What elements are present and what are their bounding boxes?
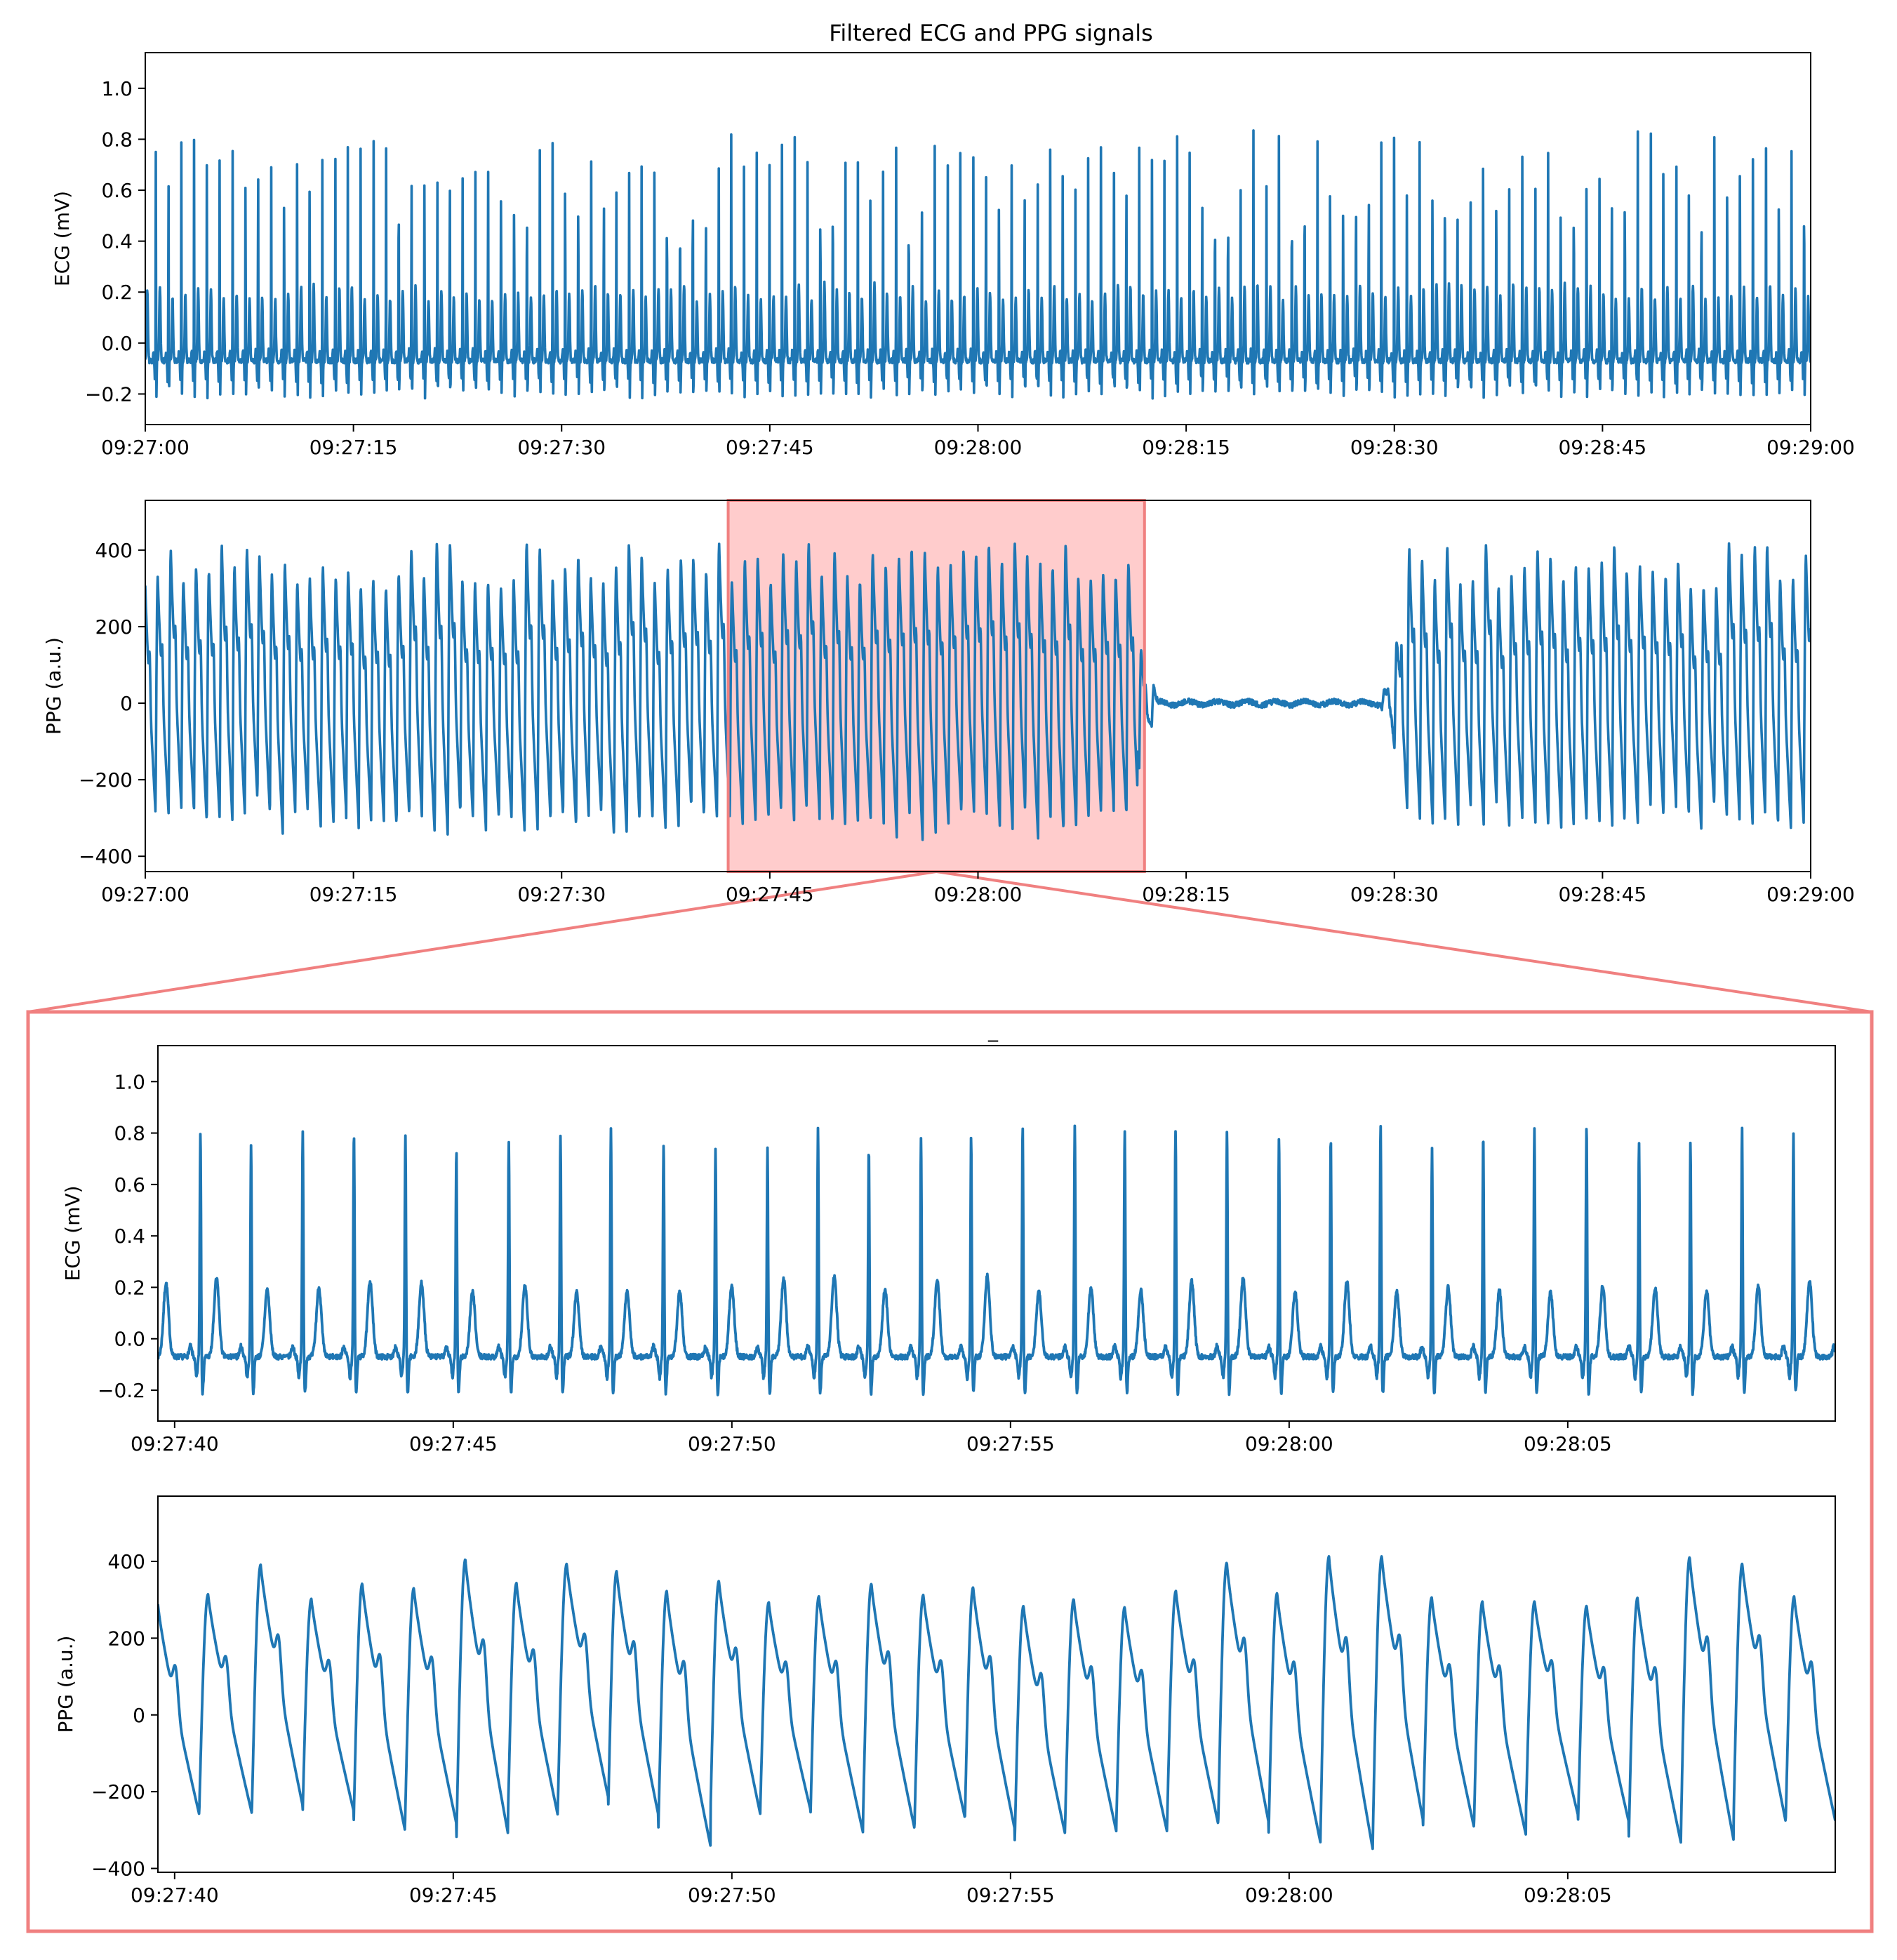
x-tick-label: 09:27:45 — [409, 1884, 498, 1907]
y-tick-label: 200 — [95, 615, 133, 639]
x-tick-label: 09:27:45 — [726, 436, 814, 459]
x-tick-label: 09:27:30 — [517, 883, 606, 906]
axes-frame — [157, 1495, 1836, 1873]
y-tick-label: 0 — [120, 692, 133, 715]
y-tick-label: −200 — [91, 1780, 145, 1804]
x-tick-label: 09:28:45 — [1558, 883, 1646, 906]
figure-title: Filtered ECG and PPG signals — [829, 20, 1153, 46]
y-tick-label: −400 — [79, 845, 133, 868]
x-tick-label: 09:27:30 — [517, 436, 606, 459]
y-tick-label: 0.2 — [114, 1276, 145, 1299]
y-tick-label: 0.0 — [114, 1328, 145, 1351]
x-tick-label: 09:29:00 — [1766, 883, 1855, 906]
y-tick-label: 200 — [108, 1627, 145, 1650]
y-tick-label: 0.2 — [101, 281, 133, 304]
x-tick-label: 09:27:45 — [726, 883, 814, 906]
x-tick-label: 09:27:40 — [131, 1884, 219, 1907]
y-tick-label: 0 — [133, 1704, 145, 1727]
zoom-connector-lines — [26, 870, 1874, 1933]
y-tick-label: 0.8 — [101, 128, 133, 151]
y-tick-label: 0.8 — [114, 1122, 145, 1145]
x-tick-label: 09:28:05 — [1524, 1432, 1612, 1455]
y-tick-label: 1.0 — [101, 77, 133, 100]
zoom-connector-right — [936, 870, 1872, 1013]
y-tick-label: 1.0 — [114, 1070, 145, 1093]
y-tick-label: 400 — [108, 1550, 145, 1573]
y-axis-label: PPG (a.u.) — [42, 637, 65, 735]
y-axis-label: ECG (mV) — [61, 1185, 84, 1281]
x-tick-label: 09:27:40 — [131, 1432, 219, 1455]
y-tick-label: 0.6 — [114, 1173, 145, 1196]
x-tick-label: 09:28:30 — [1350, 883, 1439, 906]
axes-frame — [157, 1045, 1836, 1422]
y-tick-label: 0.0 — [101, 332, 133, 355]
ecg-full-series-line — [145, 129, 1811, 400]
ecg-zoom-panel: −0.2 0.0 0.2 0.4 0.6 0.8 1.0 09:27:40 09:27:45 09… — [61, 1019, 1836, 1455]
y-tick-label: 400 — [95, 539, 133, 562]
x-tick-label: 09:28:00 — [1245, 1884, 1333, 1907]
ecg-zoom-series-line — [158, 1124, 1835, 1396]
ppg-zoom-series-line — [158, 1555, 1835, 1851]
zoom-frame — [26, 1010, 1874, 1933]
y-tick-label: −200 — [79, 768, 133, 792]
zoom-connector-left — [27, 870, 937, 1013]
y-tick-label: 0.4 — [101, 230, 133, 253]
x-tick-label: 09:27:15 — [309, 883, 398, 906]
x-tick-label: 09:27:45 — [409, 1432, 498, 1455]
x-tick-label: 09:27:55 — [966, 1884, 1055, 1907]
x-tick-label: 09:28:00 — [934, 436, 1023, 459]
y-tick-label: −400 — [91, 1858, 145, 1881]
x-tick-label: 09:27:00 — [101, 436, 189, 459]
y-tick-label: 0.6 — [101, 179, 133, 202]
ppg-overview-panel: −400 −200 0 200 400 09:27:00 09:27:15 09:27:30 0… — [42, 499, 1855, 906]
y-axis-label: PPG (a.u.) — [54, 1636, 77, 1733]
x-tick-label: 09:28:15 — [1142, 436, 1230, 459]
x-tick-label: 09:27:15 — [309, 436, 398, 459]
y-tick-label: −0.2 — [85, 382, 133, 406]
y-axis-label: ECG (mV) — [51, 191, 74, 286]
x-tick-label: 09:28:30 — [1350, 436, 1439, 459]
x-tick-label: 09:28:45 — [1558, 436, 1646, 459]
x-tick-label: 09:27:55 — [966, 1432, 1055, 1455]
x-tick-label: 09:28:00 — [934, 883, 1023, 906]
y-tick-label: −0.2 — [98, 1379, 145, 1402]
y-tick-label: 0.4 — [114, 1225, 145, 1248]
x-tick-label: 09:27:50 — [688, 1884, 776, 1907]
x-tick-label: 09:28:15 — [1142, 883, 1230, 906]
panel-title: _ — [987, 1019, 999, 1042]
ppg-zoom-panel: −400 −200 0 200 400 09:27:40 09:27:45 09:27:50 0… — [54, 1495, 1836, 1907]
ecg-overview-panel: −0.2 0.0 0.2 0.4 0.6 0.8 1.0 09:27:00 09:27:15 09… — [51, 52, 1855, 459]
x-tick-label: 09:27:50 — [688, 1432, 776, 1455]
x-tick-label: 09:27:00 — [101, 883, 189, 906]
ppg-full-series-line — [145, 542, 1811, 841]
x-tick-label: 09:29:00 — [1766, 436, 1855, 459]
x-tick-label: 09:28:05 — [1524, 1884, 1612, 1907]
x-tick-label: 09:28:00 — [1245, 1432, 1333, 1455]
